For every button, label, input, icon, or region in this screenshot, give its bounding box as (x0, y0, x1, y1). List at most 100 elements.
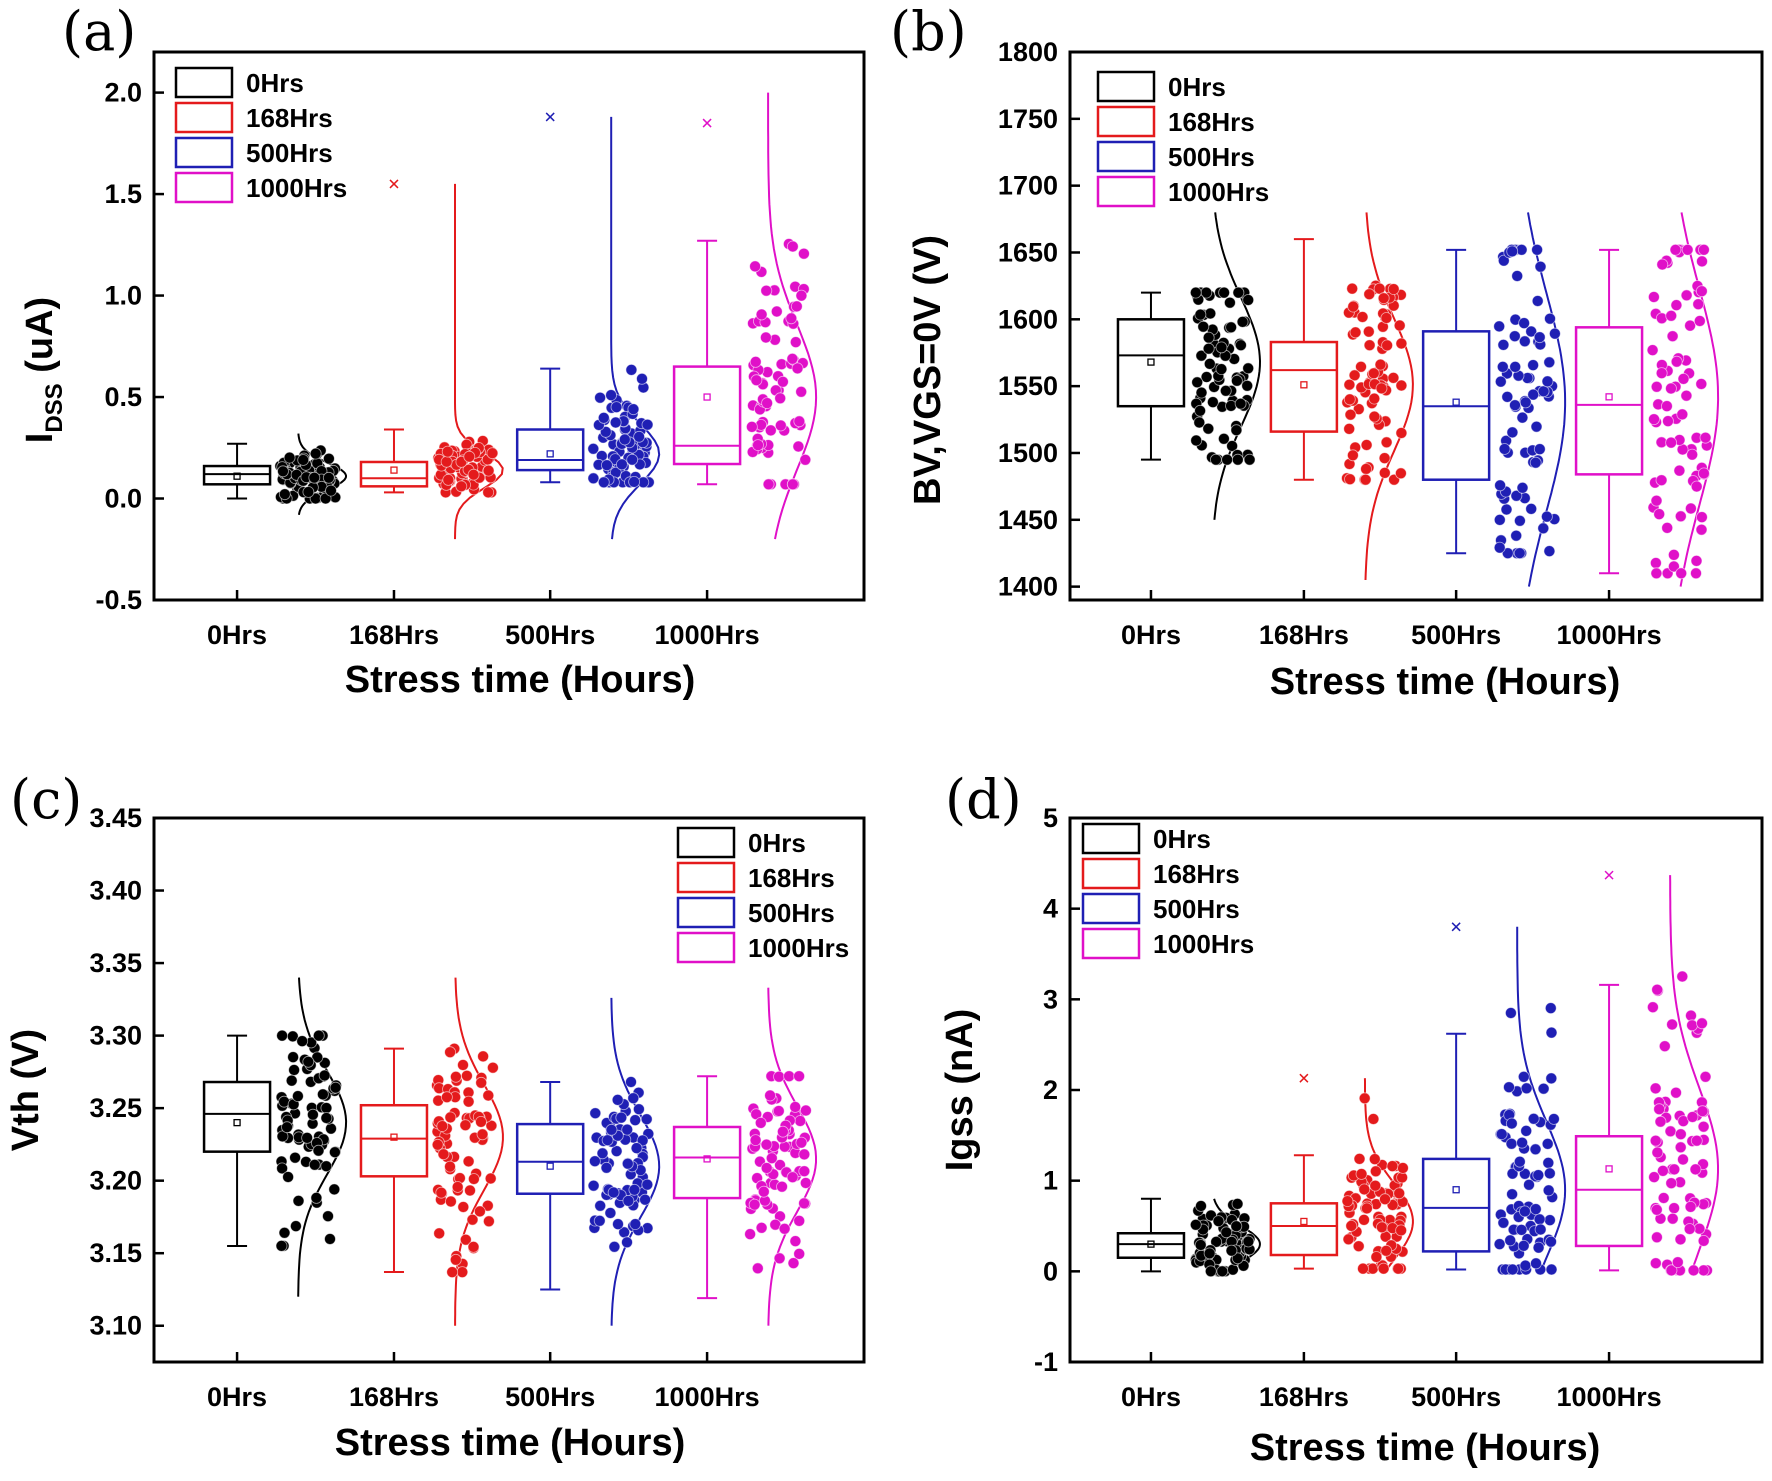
data-point (1543, 356, 1556, 369)
legend-swatch (174, 136, 234, 169)
data-point (1531, 243, 1543, 256)
data-point (308, 1158, 321, 1171)
data-point (1195, 1200, 1207, 1212)
data-point (789, 336, 802, 349)
data-point (773, 1252, 786, 1265)
data-point (1674, 510, 1687, 523)
data-point (1525, 502, 1538, 515)
y-axis-title: IDSS (uA) (19, 297, 68, 443)
plot-frame (152, 50, 866, 602)
data-point (1395, 379, 1408, 392)
y-tick-label: 1650 (998, 237, 1058, 267)
data-point (1231, 1198, 1244, 1210)
data-point (446, 1266, 459, 1278)
data-point (783, 1070, 795, 1083)
data-point (1376, 1221, 1388, 1234)
data-point (795, 385, 808, 398)
data-point (594, 391, 606, 404)
data-point (1353, 1153, 1366, 1165)
data-point (639, 1193, 651, 1206)
data-point (1393, 1187, 1406, 1200)
distribution-curve (454, 183, 504, 540)
data-point (785, 312, 798, 325)
legend-label: 0Hrs (748, 828, 806, 858)
data-point (1341, 1195, 1354, 1207)
data-point (1648, 413, 1660, 426)
data-point (1378, 452, 1391, 465)
data-point (605, 389, 617, 402)
mean-marker (546, 450, 554, 458)
data-point (1690, 555, 1703, 567)
data-point (751, 1262, 764, 1275)
series-500Hrs (1421, 212, 1567, 587)
series-0Hrs (202, 433, 347, 516)
data-point (1344, 408, 1357, 421)
series-500Hrs (515, 997, 661, 1326)
data-point (1527, 359, 1539, 372)
y-tick-label: 0.0 (104, 484, 142, 514)
data-point (798, 1165, 811, 1178)
max-marker (1604, 870, 1614, 880)
distribution-curve (1364, 212, 1414, 581)
data-point (764, 424, 777, 437)
legend-label: 500Hrs (246, 138, 333, 168)
data-point (1698, 467, 1710, 480)
data-point (1680, 389, 1693, 402)
chart-panel-1: (a) -0.5 0.0 0.5 1.0 1.5 2.0 0Hrs 168Hrs 500Hrs 10… (19, 0, 866, 701)
data-point (772, 1105, 785, 1117)
y-tick-label: 1750 (998, 104, 1058, 134)
data-point (277, 465, 289, 478)
data-point (1378, 466, 1391, 479)
data-point (1519, 1205, 1531, 1218)
data-point (800, 1104, 812, 1117)
y-tick-label: 3.10 (89, 1311, 142, 1341)
data-point (1665, 309, 1678, 322)
data-point (444, 1111, 457, 1124)
data-point (1242, 294, 1255, 306)
data-point (793, 1070, 805, 1083)
box-iqr (1421, 1157, 1491, 1253)
data-point (1352, 1240, 1365, 1253)
legend-label: 168Hrs (1168, 107, 1255, 137)
y-tick-label: 1400 (998, 572, 1058, 602)
data-point (281, 1121, 293, 1134)
data-point (765, 1152, 778, 1165)
data-point (1204, 307, 1217, 320)
data-point (1665, 436, 1677, 449)
data-point (633, 1103, 645, 1116)
mean-marker (233, 472, 241, 480)
data-point (786, 352, 799, 365)
data-point (444, 1160, 456, 1173)
data-point (1503, 1081, 1515, 1094)
data-point (1368, 392, 1381, 405)
y-tick-label: 1550 (998, 371, 1058, 401)
data-point (1657, 1165, 1669, 1177)
data-point (611, 1094, 624, 1106)
y-tick-label: 3.25 (89, 1093, 142, 1123)
data-point (1696, 255, 1708, 268)
data-point (1357, 1262, 1369, 1275)
data-point (1360, 439, 1373, 451)
data-point (276, 1029, 289, 1042)
x-tick-label: 500Hrs (505, 1382, 595, 1412)
data-point (1505, 1117, 1518, 1130)
data-point (1537, 522, 1550, 535)
x-tick-label: 500Hrs (1411, 1382, 1501, 1412)
series-0Hrs (1116, 1197, 1261, 1278)
series-500Hrs (1421, 922, 1567, 1276)
data-point (1369, 1165, 1382, 1178)
data-point (1651, 1146, 1664, 1159)
data-point (1343, 393, 1356, 406)
data-point (1195, 386, 1208, 399)
data-point (486, 1061, 499, 1074)
data-point (1349, 326, 1362, 339)
data-point (625, 1076, 637, 1088)
data-point (1649, 1134, 1662, 1147)
data-point (1235, 339, 1247, 352)
x-axis-title: Stress time (Hours) (1250, 1427, 1601, 1469)
data-point (310, 1192, 323, 1204)
data-point (1671, 1256, 1684, 1269)
data-point (755, 1221, 768, 1234)
distribution-curve (1213, 212, 1262, 520)
data-point (1386, 1160, 1399, 1172)
